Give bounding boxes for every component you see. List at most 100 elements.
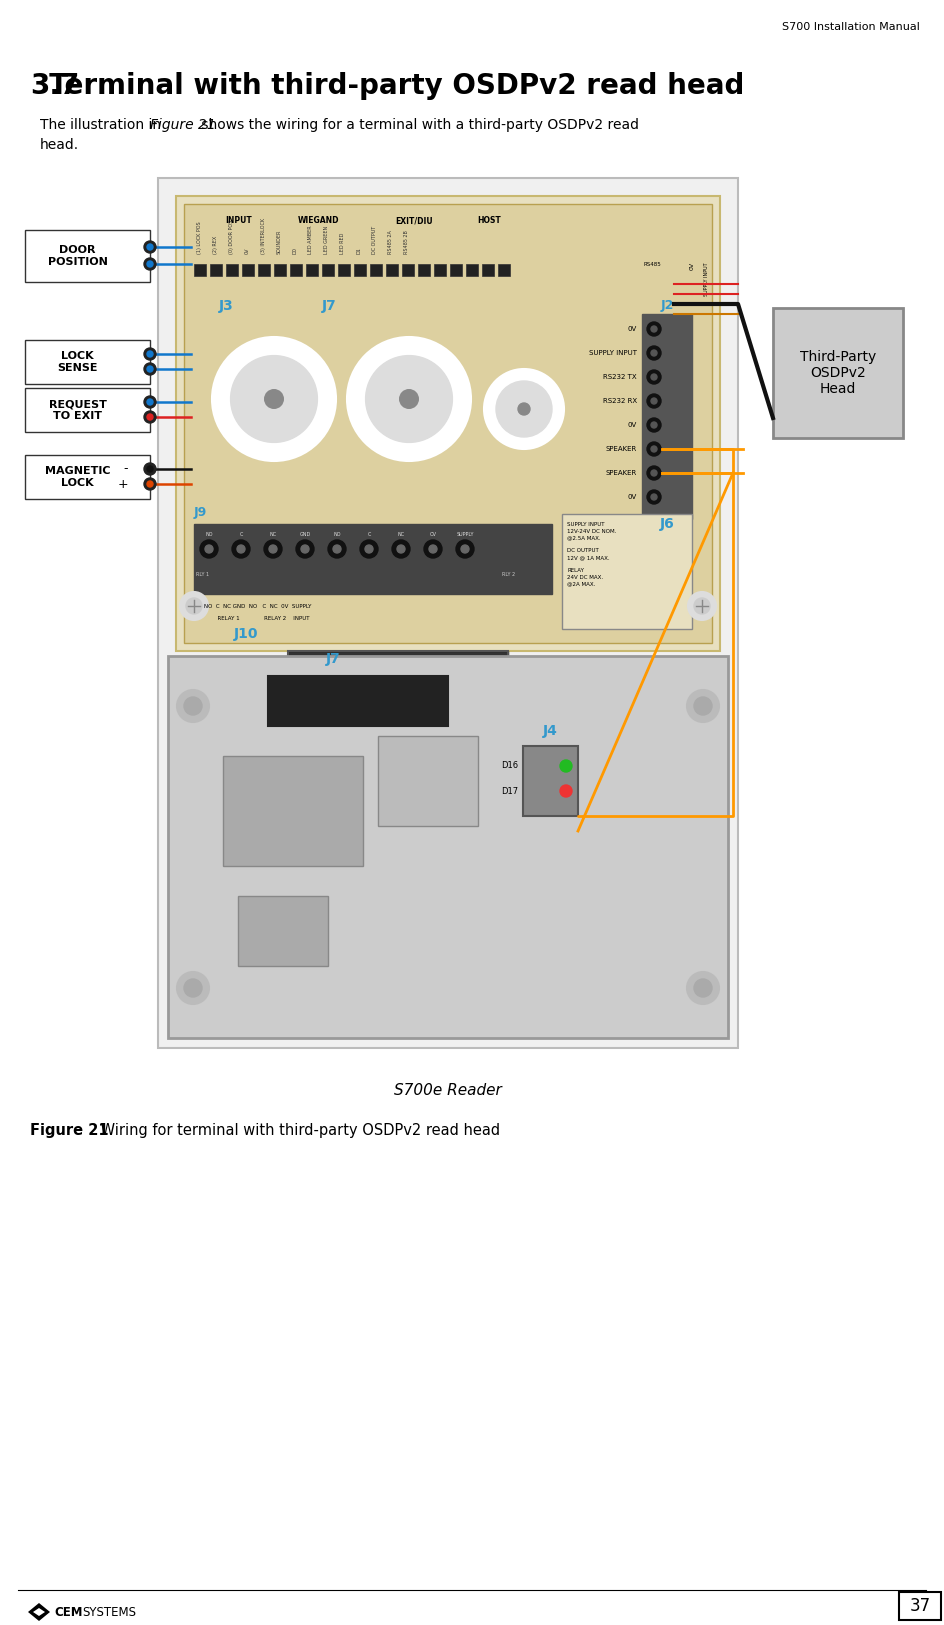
Bar	[366, 670, 375, 816]
Bar	[450, 263, 462, 276]
Circle shape	[147, 414, 153, 419]
Circle shape	[647, 346, 661, 361]
FancyBboxPatch shape	[773, 309, 903, 439]
Bar	[258, 263, 270, 276]
Bar	[328, 670, 335, 816]
Bar	[288, 670, 295, 816]
Bar	[288, 652, 508, 816]
Bar	[466, 263, 478, 276]
Text: LED RED: LED RED	[341, 232, 346, 254]
Bar	[295, 670, 304, 816]
Text: 37: 37	[909, 1597, 931, 1615]
Circle shape	[144, 411, 156, 422]
Text: RS232 TX: RS232 TX	[603, 374, 637, 380]
Text: CEM: CEM	[54, 1606, 82, 1618]
Text: LED GREEN: LED GREEN	[325, 226, 329, 254]
Text: shows the wiring for a terminal with a third-party OSDPv2 read: shows the wiring for a terminal with a t…	[196, 119, 639, 132]
Text: SUPPLY INPUT: SUPPLY INPUT	[704, 262, 710, 296]
Circle shape	[147, 244, 153, 250]
Text: C: C	[367, 531, 371, 536]
Text: SUPPLY: SUPPLY	[456, 531, 474, 536]
Text: RS485 2A: RS485 2A	[389, 231, 394, 254]
Bar	[498, 263, 510, 276]
Bar	[382, 670, 390, 816]
Circle shape	[484, 369, 564, 448]
Circle shape	[456, 540, 474, 557]
Text: LED AMBER: LED AMBER	[309, 226, 313, 254]
Circle shape	[144, 240, 156, 254]
Bar	[343, 670, 351, 816]
Bar	[210, 263, 222, 276]
Circle shape	[328, 540, 346, 557]
Circle shape	[147, 262, 153, 266]
Circle shape	[264, 390, 283, 408]
Text: C: C	[240, 531, 243, 536]
Bar	[461, 670, 469, 816]
Bar	[370, 263, 382, 276]
Circle shape	[184, 978, 202, 998]
Text: head.: head.	[40, 138, 79, 153]
Text: 0V: 0V	[628, 422, 637, 427]
Circle shape	[144, 463, 156, 474]
Text: SUPPLY INPUT
12V-24V DC NOM.
@2.5A MAX.

DC OUTPUT
12V @ 1A MAX.

RELAY
24V DC M: SUPPLY INPUT 12V-24V DC NOM. @2.5A MAX. …	[567, 522, 616, 587]
Text: NO: NO	[333, 531, 341, 536]
Polygon shape	[33, 1609, 45, 1615]
Text: S700e Reader: S700e Reader	[395, 1082, 502, 1098]
Bar	[422, 670, 430, 816]
Bar	[899, 1592, 941, 1620]
Bar	[25, 340, 150, 384]
Bar	[312, 670, 319, 816]
Text: REQUEST
TO EXIT: REQUEST TO EXIT	[48, 400, 107, 421]
Circle shape	[651, 398, 657, 405]
Circle shape	[647, 491, 661, 504]
Text: J7: J7	[326, 652, 341, 666]
Text: 3.7: 3.7	[30, 72, 79, 101]
Text: J3: J3	[219, 299, 233, 314]
Circle shape	[365, 356, 452, 442]
Text: J10: J10	[234, 627, 259, 640]
FancyBboxPatch shape	[168, 656, 728, 1038]
Circle shape	[147, 366, 153, 372]
Circle shape	[496, 380, 552, 437]
Circle shape	[296, 540, 314, 557]
Text: 0V: 0V	[628, 494, 637, 500]
Bar	[418, 263, 430, 276]
Text: D17: D17	[501, 786, 518, 796]
Bar	[386, 263, 398, 276]
Text: RS485: RS485	[643, 262, 661, 266]
Circle shape	[186, 598, 202, 614]
Bar	[437, 670, 446, 816]
Circle shape	[651, 470, 657, 476]
Bar	[304, 670, 312, 816]
Circle shape	[651, 422, 657, 427]
Text: DOOR
POSITION: DOOR POSITION	[47, 245, 108, 266]
Text: 0V: 0V	[244, 247, 249, 254]
Circle shape	[177, 972, 209, 1004]
Text: Third-Party
OSDPv2
Head: Third-Party OSDPv2 Head	[800, 349, 876, 396]
Text: NC: NC	[269, 531, 277, 536]
Bar	[398, 670, 406, 816]
Text: Figure 21: Figure 21	[150, 119, 216, 132]
Text: SYSTEMS: SYSTEMS	[82, 1606, 136, 1618]
Circle shape	[301, 544, 309, 552]
Bar	[335, 670, 343, 816]
Circle shape	[269, 544, 277, 552]
Bar	[453, 670, 461, 816]
Bar	[354, 263, 366, 276]
FancyBboxPatch shape	[184, 205, 712, 644]
Circle shape	[347, 336, 471, 462]
Bar	[238, 895, 328, 965]
Circle shape	[461, 544, 469, 552]
Bar	[402, 263, 414, 276]
Text: Wiring for terminal with third-party OSDPv2 read head: Wiring for terminal with third-party OSD…	[96, 1123, 500, 1138]
Text: SUPPLY INPUT: SUPPLY INPUT	[589, 349, 637, 356]
Circle shape	[200, 540, 218, 557]
Text: MAGNETIC
LOCK: MAGNETIC LOCK	[44, 466, 110, 487]
Circle shape	[647, 322, 661, 336]
Bar	[306, 263, 318, 276]
Bar	[338, 263, 350, 276]
Bar	[477, 670, 484, 816]
Bar	[242, 263, 254, 276]
Bar	[288, 652, 508, 669]
Circle shape	[144, 396, 156, 408]
